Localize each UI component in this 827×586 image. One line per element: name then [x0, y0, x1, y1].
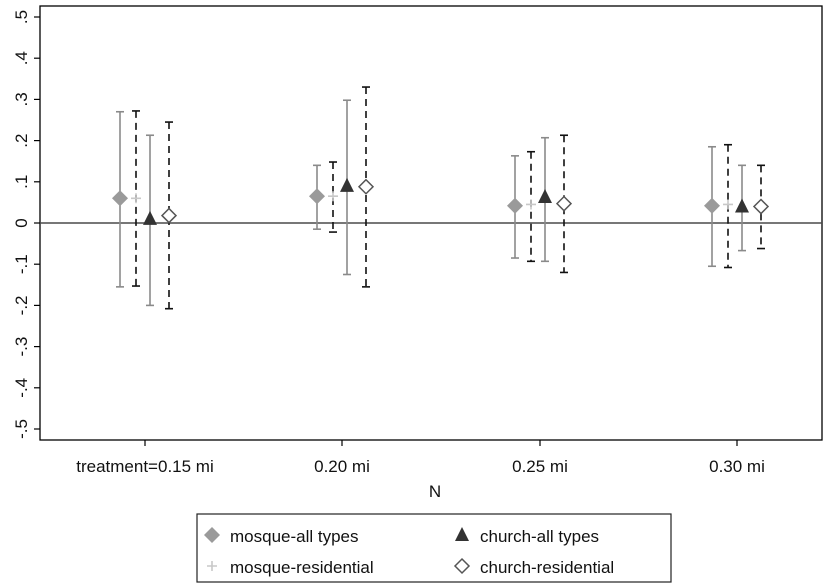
legend-marker: [455, 527, 469, 541]
legend-label: church-all types: [480, 527, 599, 546]
legend-marker: [207, 561, 217, 571]
y-tick-label: .2: [12, 134, 31, 148]
legend-label: mosque-residential: [230, 558, 374, 577]
point-estimate: [112, 190, 128, 207]
axes: .5 .4 .3 .2 .1 0 -.1 -.2 -.3 -.4 -.5 treatment=0.15…: [12, 5, 823, 476]
y-tick-label: .5: [12, 10, 31, 24]
x-tick-label: 0.30 mi: [709, 457, 765, 476]
point-estimate: [526, 199, 536, 210]
series-mosque-all-types: [112, 110, 720, 288]
y-tick-label: -.4: [12, 378, 31, 398]
legend-marker: [204, 527, 220, 543]
point-estimate: [704, 197, 720, 214]
x-axis-label: N: [429, 482, 441, 501]
y-tick-label: 0: [12, 218, 31, 227]
y-tick-label: .1: [12, 175, 31, 189]
y-tick-label: .3: [12, 92, 31, 106]
point-estimate: [752, 198, 770, 215]
y-tick-label: -.3: [12, 337, 31, 357]
legend-item: church-all types: [455, 527, 599, 546]
legend-label: church-residential: [480, 558, 614, 577]
y-tick-label: -.1: [12, 254, 31, 274]
legend-marker: [453, 557, 471, 575]
x-tick-label: 0.20 mi: [314, 457, 370, 476]
legend-item: church-residential: [453, 557, 614, 577]
point-estimate: [735, 198, 749, 213]
series-church-all-types: [143, 99, 749, 307]
x-tick-label: treatment=0.15 mi: [76, 457, 214, 476]
legend-item: mosque-residential: [207, 558, 374, 577]
point-estimate: [723, 199, 733, 210]
y-tick-label: .4: [12, 51, 31, 65]
point-estimate: [143, 210, 157, 225]
point-estimate: [538, 189, 552, 204]
point-estimate: [555, 195, 573, 212]
point-estimate: [507, 197, 523, 214]
y-tick-label: -.2: [12, 295, 31, 315]
point-estimate: [160, 207, 178, 224]
point-estimate: [328, 191, 338, 202]
y-tick-label: -.5: [12, 419, 31, 439]
legend: mosque-all types mosque-residential church…: [196, 513, 672, 583]
x-tick-label: 0.25 mi: [512, 457, 568, 476]
legend-box: [196, 513, 672, 583]
point-estimate: [340, 177, 354, 192]
plot-marks: [112, 86, 770, 310]
series-mosque-residential: [131, 110, 733, 287]
series-church-residential: [160, 86, 770, 310]
legend-item: mosque-all types: [204, 527, 359, 546]
point-estimate: [357, 178, 375, 195]
point-estimate: [309, 188, 325, 205]
point-estimate: [131, 193, 141, 204]
legend-label: mosque-all types: [230, 527, 359, 546]
